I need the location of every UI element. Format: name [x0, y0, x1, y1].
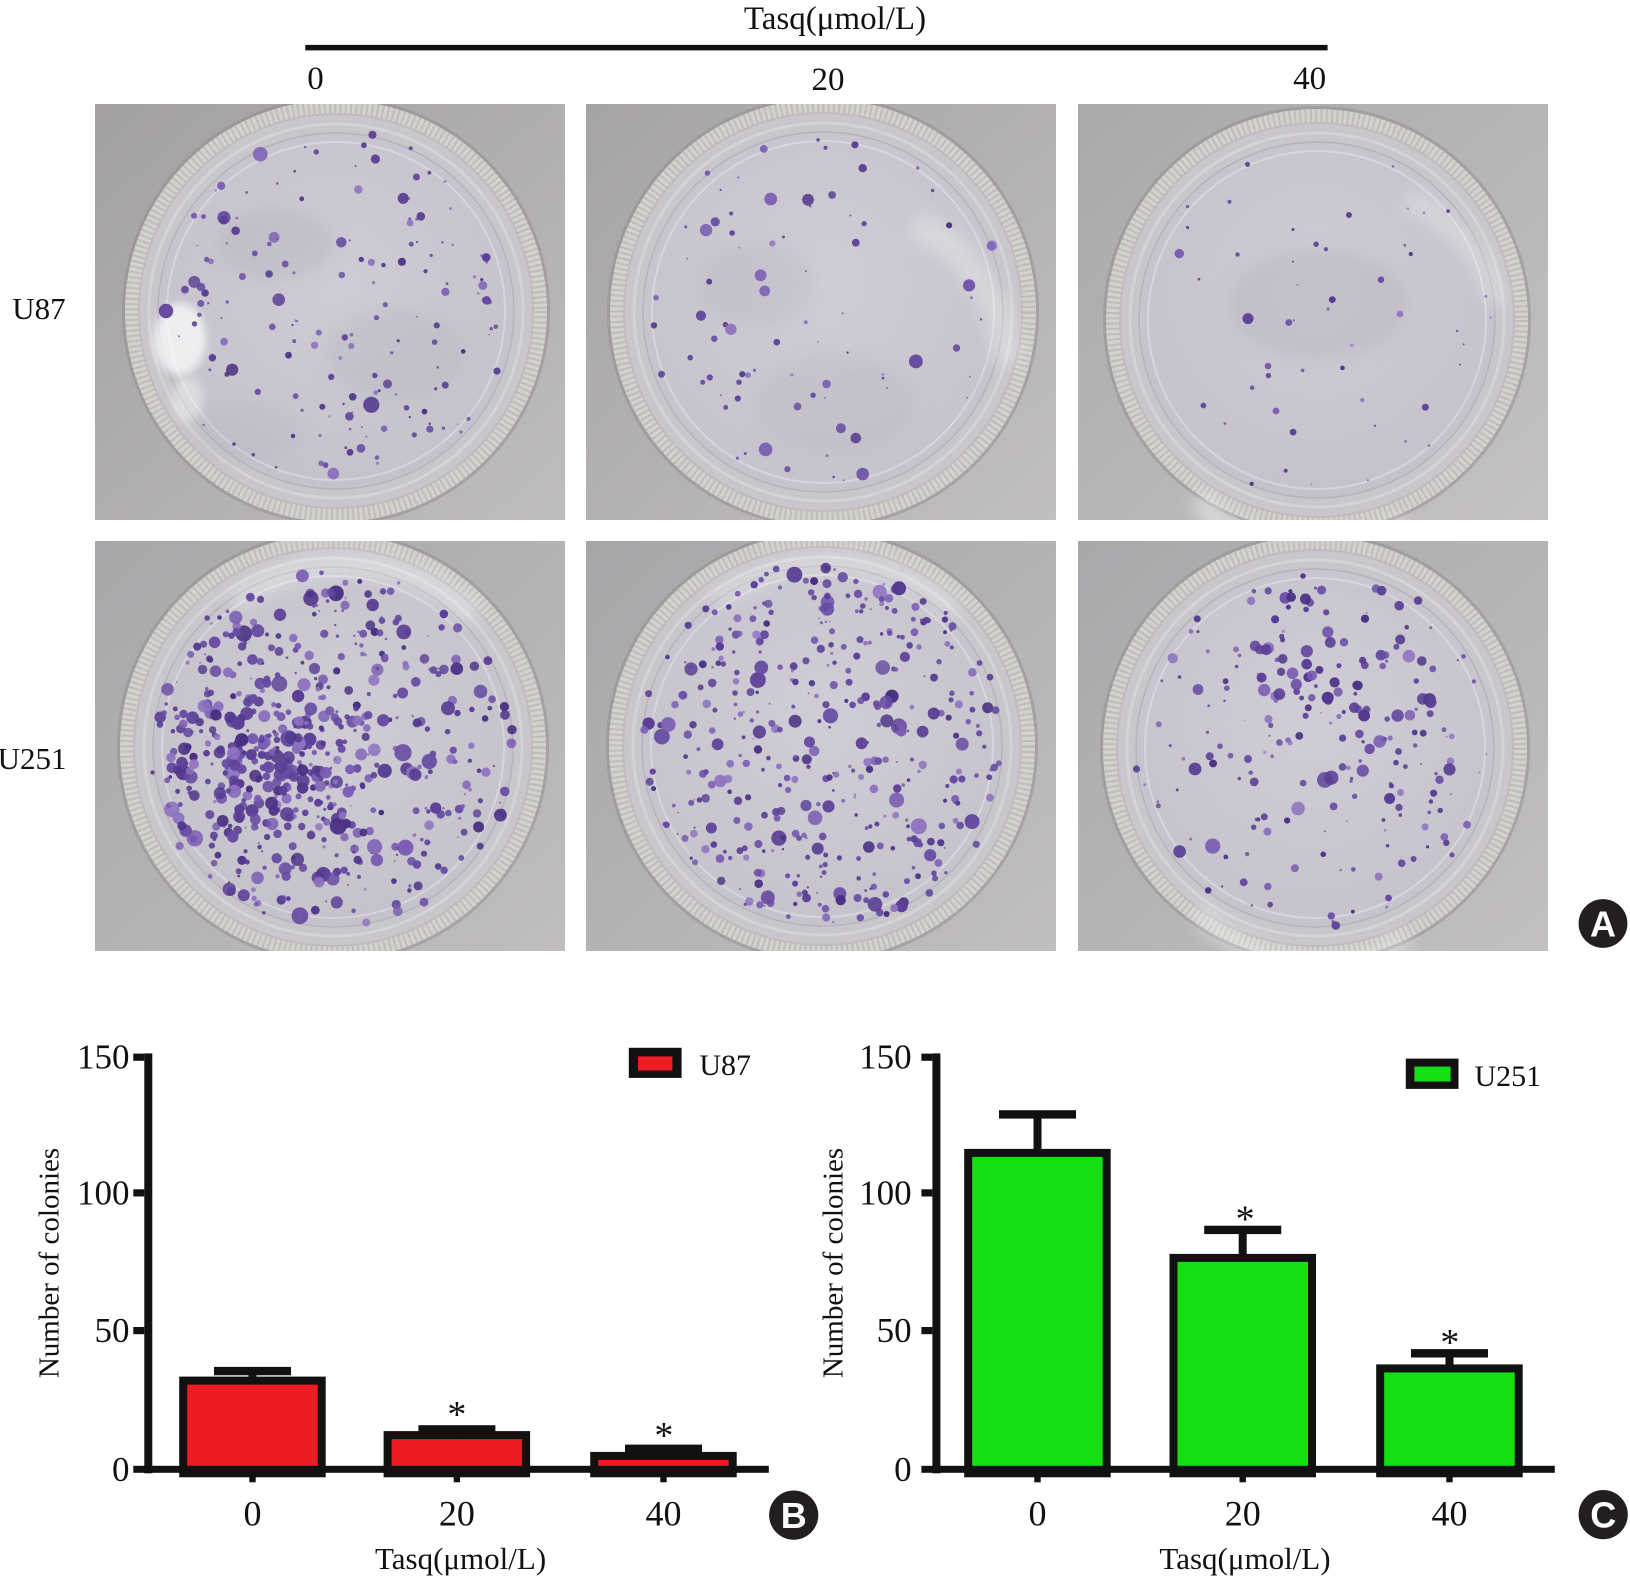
svg-text:U251: U251	[0, 741, 66, 776]
svg-text:40: 40	[646, 1494, 682, 1534]
svg-text:150: 150	[859, 1038, 912, 1077]
svg-text:0: 0	[112, 1450, 130, 1489]
svg-text:U87: U87	[12, 291, 65, 326]
svg-text:Tasq(μmol/L): Tasq(μmol/L)	[744, 1, 926, 37]
svg-text:*: *	[1236, 1198, 1255, 1240]
svg-text:100: 100	[77, 1173, 130, 1212]
svg-text:Tasq(μmol/L): Tasq(μmol/L)	[1159, 1541, 1330, 1576]
svg-text:U87: U87	[699, 1049, 751, 1082]
svg-text:100: 100	[859, 1173, 912, 1212]
svg-text:0: 0	[894, 1450, 912, 1489]
svg-text:40: 40	[1293, 61, 1326, 97]
svg-text:Number of colonies: Number of colonies	[33, 1148, 65, 1378]
svg-text:B: B	[781, 1495, 807, 1536]
svg-text:*: *	[447, 1394, 466, 1436]
svg-text:50: 50	[877, 1311, 912, 1350]
svg-text:20: 20	[439, 1494, 475, 1534]
svg-text:0: 0	[307, 61, 324, 97]
svg-text:Number of colonies: Number of colonies	[818, 1148, 850, 1378]
svg-text:20: 20	[812, 62, 845, 98]
svg-text:A: A	[1590, 904, 1616, 945]
svg-text:150: 150	[77, 1038, 130, 1077]
svg-text:*: *	[654, 1415, 673, 1457]
svg-text:U251: U251	[1475, 1060, 1542, 1093]
svg-text:40: 40	[1432, 1494, 1468, 1534]
svg-text:Tasq(μmol/L): Tasq(μmol/L)	[375, 1541, 546, 1576]
svg-text:*: *	[1440, 1322, 1459, 1364]
svg-text:0: 0	[244, 1494, 262, 1534]
svg-text:20: 20	[1225, 1494, 1261, 1534]
svg-text:0: 0	[1029, 1494, 1047, 1534]
svg-text:50: 50	[95, 1311, 130, 1350]
svg-text:C: C	[1590, 1495, 1616, 1536]
